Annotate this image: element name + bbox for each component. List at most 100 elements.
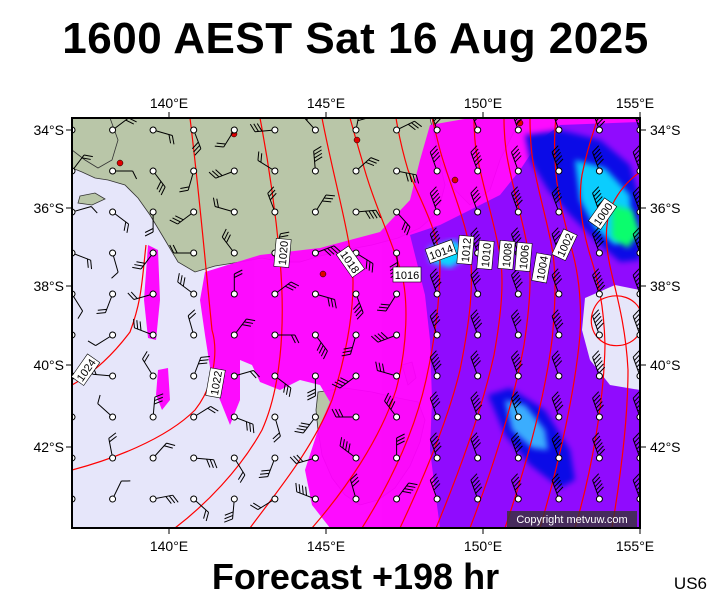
station-dot xyxy=(353,136,361,144)
wind-barb xyxy=(377,290,401,312)
wind-barb xyxy=(352,290,364,320)
wind-barb xyxy=(470,145,483,175)
wind-barb xyxy=(133,318,157,339)
lon-label-top: 145°E xyxy=(307,95,345,111)
wind-barb xyxy=(429,432,442,462)
axis-ticks xyxy=(66,112,646,534)
wind-barb xyxy=(221,228,238,257)
wind-barb xyxy=(212,197,238,216)
wind-barb xyxy=(109,167,138,180)
lon-label-top: 140°E xyxy=(150,95,188,111)
svg-text:1022: 1022 xyxy=(209,370,225,396)
lat-label-left: 42°S xyxy=(33,439,64,455)
wind-barb xyxy=(208,167,238,179)
wind-barb xyxy=(132,249,157,270)
wind-barb xyxy=(510,473,522,503)
svg-text:1010: 1010 xyxy=(480,242,494,267)
wind-barb xyxy=(510,268,523,298)
copyright-text: Copyright metvuw.com xyxy=(516,514,627,526)
wind-barbs xyxy=(72,118,640,523)
wind-barb xyxy=(295,482,319,503)
svg-text:1016: 1016 xyxy=(395,270,419,282)
wind-barb xyxy=(190,126,202,156)
wind-barb xyxy=(510,350,523,380)
wind-barb xyxy=(249,123,279,134)
wind-barb xyxy=(257,151,279,175)
svg-text:1020: 1020 xyxy=(277,240,291,265)
wind-barb xyxy=(271,372,292,397)
lon-label-bottom: 150°E xyxy=(464,538,502,554)
wind-barb xyxy=(108,432,117,462)
wind-barb xyxy=(551,432,563,462)
wind-barb xyxy=(429,473,441,503)
wind-barb xyxy=(510,432,523,462)
wind-barb xyxy=(190,495,210,522)
map-frame xyxy=(71,117,641,529)
wind-barb xyxy=(149,494,179,504)
wind-barb xyxy=(230,318,256,339)
wind-barb xyxy=(470,309,483,339)
wind-barb xyxy=(311,145,323,175)
wind-barb xyxy=(190,355,210,380)
wind-barb xyxy=(551,268,563,298)
wind-barb xyxy=(72,154,93,175)
copyright-box xyxy=(507,511,637,527)
lat-label-left: 34°S xyxy=(33,122,64,138)
lon-label-top: 155°E xyxy=(616,95,654,111)
isobar-label: 1016 xyxy=(392,266,422,283)
isobar-1018 xyxy=(249,118,354,528)
lat-label-right: 42°S xyxy=(650,439,681,455)
wind-barb xyxy=(250,495,279,511)
wind-barb xyxy=(393,433,405,462)
wind-barb xyxy=(311,290,337,309)
isobar-1022 xyxy=(72,118,216,471)
lon-label-bottom: 140°E xyxy=(150,538,188,554)
wind-barb xyxy=(470,350,482,380)
isobar-1006 xyxy=(504,118,556,528)
wind-barb xyxy=(592,391,604,421)
wind-barb xyxy=(510,391,522,421)
wind-barb xyxy=(429,350,442,380)
wind-barb xyxy=(96,290,117,315)
wind-barb xyxy=(393,482,418,503)
wind-barb xyxy=(271,413,281,443)
wind-barb xyxy=(632,118,640,134)
wind-barb xyxy=(331,372,360,389)
wind-barb xyxy=(510,186,523,216)
wind-barb xyxy=(470,186,482,216)
station-dot xyxy=(451,176,459,184)
wind-barb xyxy=(592,118,606,134)
isobar-1004 xyxy=(539,118,582,528)
wind-barb xyxy=(109,249,119,279)
wind-barb xyxy=(307,372,319,401)
wind-barb xyxy=(230,454,246,483)
isobar-1010 xyxy=(435,118,503,528)
svg-text:1004: 1004 xyxy=(535,255,551,281)
isobar-label: 1020 xyxy=(273,238,292,268)
wind-barb xyxy=(510,309,522,339)
wind-barb xyxy=(470,473,483,503)
wind-barb xyxy=(230,413,255,434)
wind-barb xyxy=(341,331,360,357)
isobar-1002 xyxy=(574,118,606,528)
wind-barb xyxy=(592,473,604,503)
lon-label-bottom: 155°E xyxy=(616,538,654,554)
rain-free-area xyxy=(582,285,640,390)
wind-barb xyxy=(370,331,401,343)
wind-barb xyxy=(470,268,482,298)
wind-barb xyxy=(632,145,640,175)
svg-text:1008: 1008 xyxy=(501,242,515,267)
lat-label-right: 36°S xyxy=(650,200,681,216)
isobar-label: 1012 xyxy=(456,235,475,265)
rain-light-south xyxy=(156,368,170,410)
isobar-label: 1008 xyxy=(497,240,516,270)
wind-barb xyxy=(510,145,522,175)
map-title: 1600 AEST Sat 16 Aug 2025 xyxy=(62,14,649,63)
wind-barb xyxy=(551,186,563,216)
lon-label-top: 150°E xyxy=(464,95,502,111)
wind-barb xyxy=(551,391,564,421)
wind-barb xyxy=(190,405,219,421)
wind-barb xyxy=(551,145,564,175)
wind-barb xyxy=(169,244,198,257)
